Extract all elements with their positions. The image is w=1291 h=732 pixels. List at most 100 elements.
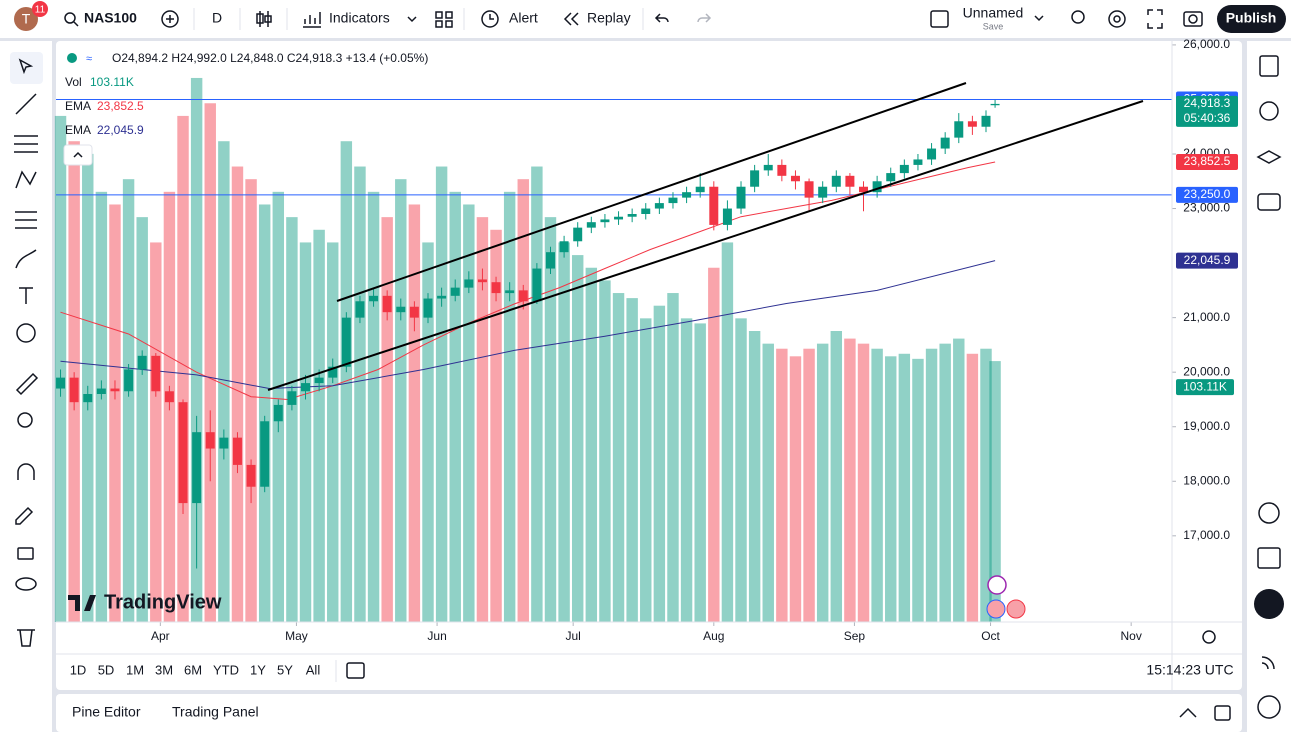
add-symbol[interactable] bbox=[161, 10, 179, 28]
chart-type-icon[interactable] bbox=[256, 11, 272, 27]
candle-body bbox=[151, 355, 161, 392]
range-button[interactable]: 6M bbox=[184, 662, 202, 677]
redo-icon[interactable] bbox=[697, 13, 712, 23]
axis-settings-icon[interactable] bbox=[1202, 630, 1216, 644]
range-button[interactable]: 5D bbox=[98, 662, 115, 677]
settings-icon[interactable] bbox=[1108, 10, 1126, 28]
publish-button[interactable] bbox=[1217, 5, 1286, 33]
candle-body bbox=[777, 164, 787, 176]
lock-tool[interactable] bbox=[17, 547, 34, 560]
range-button[interactable]: 5Y bbox=[277, 662, 293, 677]
alerts-icon[interactable] bbox=[1259, 101, 1279, 121]
volume-bar bbox=[953, 338, 965, 622]
candle-body bbox=[668, 197, 678, 204]
range-button[interactable]: 3M bbox=[155, 662, 173, 677]
candle-body bbox=[545, 252, 555, 269]
replay-icon[interactable] bbox=[563, 12, 579, 26]
avatar[interactable] bbox=[14, 7, 38, 31]
range-button[interactable]: YTD bbox=[213, 662, 239, 677]
layers-icon[interactable] bbox=[1256, 150, 1282, 164]
volume-bar bbox=[313, 229, 325, 623]
hotlist-icon[interactable] bbox=[1258, 502, 1280, 524]
magnet-tool[interactable] bbox=[17, 463, 35, 480]
range-button[interactable]: 1M bbox=[126, 662, 144, 677]
chart-panel bbox=[56, 41, 1242, 690]
event-flag[interactable] bbox=[1006, 599, 1026, 619]
clock[interactable]: 15:14:23 UTC bbox=[1146, 662, 1233, 678]
fullscreen-icon[interactable] bbox=[1147, 9, 1163, 29]
delete-tool[interactable] bbox=[17, 629, 35, 647]
channel-upper[interactable] bbox=[336, 82, 967, 302]
x-tick-label: Nov bbox=[1120, 629, 1141, 643]
text-tool[interactable] bbox=[19, 287, 33, 304]
alert-icon[interactable] bbox=[481, 10, 499, 28]
watchlist-icon[interactable] bbox=[1259, 55, 1279, 77]
emoji-tool[interactable] bbox=[16, 323, 36, 343]
cursor-tool[interactable] bbox=[18, 58, 34, 75]
candle-body bbox=[423, 298, 433, 318]
drawing-mode-tool[interactable] bbox=[15, 506, 34, 525]
candle-body bbox=[695, 186, 705, 193]
quick-search-icon[interactable] bbox=[1071, 10, 1085, 24]
range-button[interactable]: 1D bbox=[70, 662, 87, 677]
event-flag[interactable] bbox=[986, 599, 1006, 619]
range-button[interactable]: 1Y bbox=[250, 662, 266, 677]
volume-bar bbox=[517, 179, 529, 622]
goto-date-icon[interactable] bbox=[346, 662, 365, 679]
measure-tool[interactable] bbox=[15, 372, 39, 396]
range-button[interactable]: All bbox=[306, 662, 321, 677]
trading-panel-tab[interactable]: Trading Panel bbox=[172, 704, 259, 720]
y-tick-label: 23,000.0 bbox=[1183, 201, 1230, 215]
apps-icon[interactable] bbox=[1254, 589, 1284, 619]
zoom-tool[interactable] bbox=[17, 412, 33, 428]
snapshot-icon[interactable] bbox=[1183, 11, 1203, 27]
pattern-tool[interactable] bbox=[15, 170, 37, 189]
panel-maximize[interactable] bbox=[1214, 705, 1231, 721]
volume-bar bbox=[435, 166, 448, 623]
replay-button[interactable]: Replay bbox=[587, 10, 631, 26]
indicators-button[interactable]: Indicators bbox=[329, 10, 390, 26]
volume-bar bbox=[680, 318, 693, 622]
channel-lower[interactable] bbox=[267, 100, 1144, 391]
volume-bar bbox=[95, 191, 108, 622]
candle-body bbox=[709, 186, 719, 225]
volume-bar bbox=[190, 77, 203, 622]
undo-icon[interactable] bbox=[654, 13, 669, 23]
layout-name[interactable]: Unnamed bbox=[963, 5, 1024, 21]
help-icon[interactable] bbox=[1257, 695, 1281, 719]
pine-editor-tab[interactable]: Pine Editor bbox=[72, 704, 141, 720]
layout-icon[interactable] bbox=[930, 10, 949, 28]
collapse-legend[interactable] bbox=[63, 144, 93, 166]
volume-bar bbox=[612, 293, 625, 622]
left-toolbar bbox=[0, 41, 52, 732]
stream-icon[interactable] bbox=[1261, 656, 1275, 670]
templates-icon[interactable] bbox=[435, 11, 453, 28]
prediction-tool[interactable] bbox=[15, 211, 37, 229]
chat-icon[interactable] bbox=[1257, 193, 1281, 211]
volume-bar bbox=[109, 204, 121, 622]
trendline-tool[interactable] bbox=[15, 93, 37, 115]
save-label[interactable]: Save bbox=[983, 21, 1004, 31]
candle-body bbox=[110, 388, 120, 392]
y-tick-label: 26,000.0 bbox=[1183, 37, 1230, 51]
visibility-tool[interactable] bbox=[15, 577, 37, 591]
volume-bar bbox=[218, 141, 230, 622]
price-line-label-box bbox=[1176, 186, 1238, 203]
volume-bar bbox=[599, 280, 611, 622]
search-icon[interactable] bbox=[64, 12, 76, 24]
event-icon[interactable] bbox=[987, 575, 1007, 595]
volume-bar bbox=[449, 191, 461, 622]
legend-open: O24,894.2 bbox=[112, 51, 168, 65]
fib-tool[interactable] bbox=[14, 135, 38, 153]
brush-tool[interactable] bbox=[15, 249, 37, 269]
candle-body bbox=[845, 175, 855, 187]
calendar-icon[interactable] bbox=[1257, 547, 1281, 569]
candle-body bbox=[682, 192, 692, 198]
indicators-icon[interactable] bbox=[303, 12, 321, 28]
alert-button[interactable]: Alert bbox=[509, 10, 538, 26]
interval[interactable]: D bbox=[212, 10, 222, 26]
symbol[interactable]: NAS100 bbox=[84, 10, 137, 26]
snapshot-lens bbox=[1188, 14, 1198, 24]
panel-expand[interactable] bbox=[1179, 707, 1197, 718]
candle-body bbox=[859, 186, 869, 193]
